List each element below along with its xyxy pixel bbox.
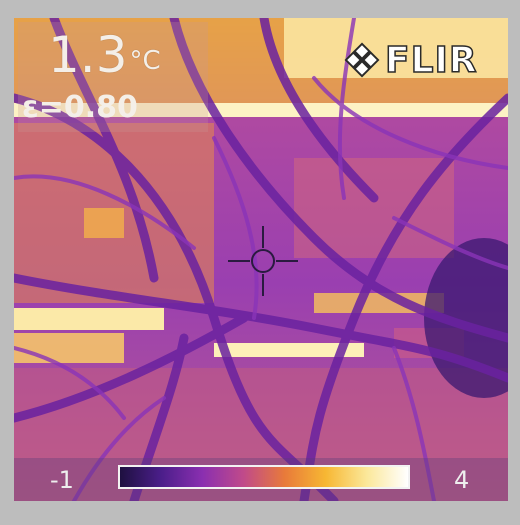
- thermal-image: [14, 18, 508, 501]
- flir-logo-icon: [344, 42, 380, 78]
- thin-branches: [14, 18, 508, 501]
- spot-meter-crosshair-icon: [228, 226, 298, 296]
- emissivity-readout: ε=0.80: [22, 90, 138, 125]
- temperature-unit: °C: [129, 46, 161, 76]
- spot-temperature: 1.3°C: [48, 30, 161, 80]
- hot-spot-1: [84, 208, 124, 238]
- thermal-scene: [14, 18, 508, 501]
- scale-max-label: 4: [454, 466, 470, 494]
- top-right-bright-area: [284, 18, 508, 78]
- flir-logo-text: FLIR: [384, 39, 478, 82]
- scale-min-label: -1: [50, 466, 74, 494]
- upper-bright-stripe: [14, 103, 508, 117]
- lower-middle-bright-stripe: [214, 343, 364, 357]
- color-scale-gradient: [118, 465, 410, 489]
- flir-logo: FLIR: [343, 39, 478, 82]
- temperature-value: 1.3: [48, 26, 128, 84]
- temperature-readout-box: [18, 22, 208, 132]
- tree-branches: [14, 18, 508, 501]
- lower-left-warm-block: [14, 333, 124, 363]
- lower-left-bright-stripe: [14, 308, 164, 330]
